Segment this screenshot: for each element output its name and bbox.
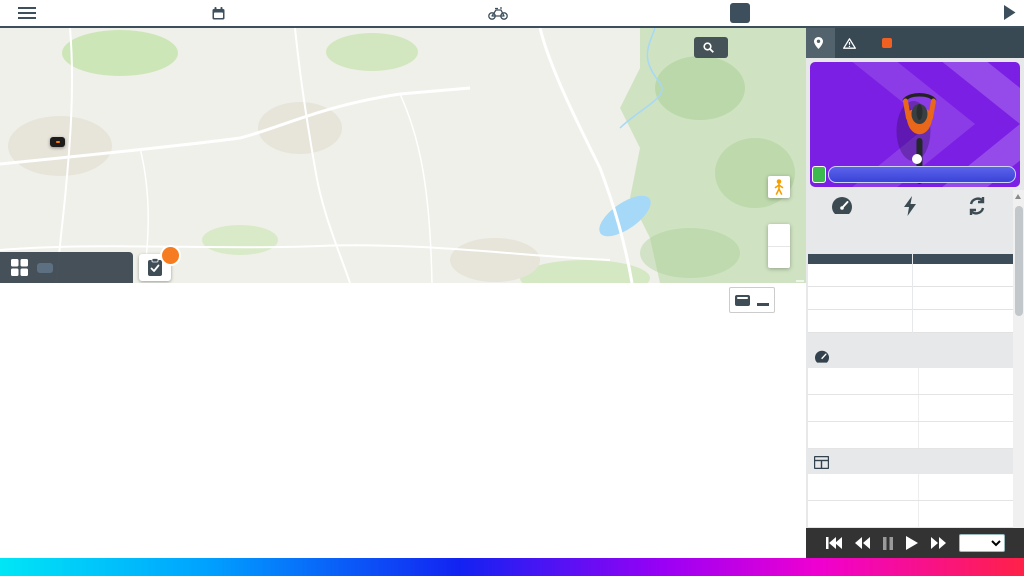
map-overlay-panel: [0, 252, 133, 283]
headwind-readout: [810, 70, 1020, 92]
wbal-overlay-dropdown[interactable]: [37, 262, 53, 273]
cyclist-top-view: [896, 93, 937, 184]
bicycle-icon: [488, 6, 508, 20]
search-icon: [703, 42, 714, 53]
tab-mark-hazard[interactable]: [835, 28, 868, 58]
chart-menu-icon[interactable]: [735, 294, 750, 306]
strava-segments-button[interactable]: [694, 37, 728, 58]
roads: [0, 28, 634, 283]
elapsed-column: [808, 254, 912, 333]
r-hotkey-badge: [812, 166, 826, 183]
calendar-icon: [212, 6, 225, 19]
metric-row: [808, 501, 1017, 528]
metrics-rows: [808, 474, 1017, 528]
map-pin-icon: [814, 37, 823, 49]
speed-gauge: [831, 190, 853, 250]
route-map[interactable]: [0, 28, 806, 283]
layers-grid-icon[interactable]: [10, 258, 29, 277]
pegman-icon[interactable]: [768, 176, 790, 198]
table-row: [808, 287, 912, 310]
ride-chart[interactable]: [0, 283, 806, 513]
cadence-gauge: [967, 190, 987, 250]
hamburger-menu-icon[interactable]: [18, 7, 36, 19]
to-finish-header: [913, 254, 1017, 264]
analysis-chart-area: [0, 283, 806, 576]
metric-row: [808, 422, 1017, 449]
metric-row: [808, 395, 1017, 422]
feels-like-readout: [810, 154, 1020, 166]
warning-triangle-icon: [843, 37, 856, 49]
clipboard-icon: [148, 258, 162, 276]
speedometer-icon: [832, 197, 852, 214]
info-sidebar: [806, 28, 1024, 558]
table-row: [808, 310, 912, 333]
table-row: [913, 287, 1017, 310]
power-gauge: [903, 190, 917, 250]
skip-start-button[interactable]: [825, 537, 842, 549]
table-row: [808, 264, 912, 287]
tab-stop[interactable]: [868, 28, 900, 58]
activity-filter-dropdown[interactable]: [730, 3, 750, 23]
elapsed-header: [808, 254, 912, 264]
ride-date: [212, 0, 230, 26]
activity-mode: [488, 0, 513, 26]
metrics-section-header: [814, 456, 835, 469]
scroll-up-arrow[interactable]: [1015, 194, 1021, 199]
zoom-in-button[interactable]: [768, 224, 790, 247]
wind-info-card: [810, 62, 1020, 187]
fast-forward-button[interactable]: [930, 537, 946, 549]
river: [619, 28, 663, 129]
chart-preview-strip[interactable]: [0, 514, 806, 546]
chart-toolbar[interactable]: [729, 287, 775, 313]
playback-controls: [806, 528, 1024, 558]
reservoir: [599, 195, 651, 237]
checklist-count-badge: [160, 245, 181, 266]
mywindsock-logo: [50, 137, 65, 147]
table-row: [913, 264, 1017, 287]
speed-rows: [808, 368, 1017, 449]
table-row: [913, 310, 1017, 333]
sidebar-scrollbar[interactable]: [1013, 190, 1024, 556]
play-button[interactable]: [905, 536, 918, 550]
zoom-out-button[interactable]: [768, 247, 790, 269]
map-attribution: [796, 280, 804, 282]
rewind-button[interactable]: [854, 537, 870, 549]
info-icon[interactable]: [912, 154, 922, 164]
lightning-icon: [904, 196, 916, 216]
wind-direction-legend: [0, 558, 1024, 576]
to-finish-column: [913, 254, 1017, 333]
speed-section-header: [814, 350, 836, 364]
air-resistance-row: [812, 166, 1016, 183]
live-gauges: [806, 190, 1012, 250]
map-zoom-control: [768, 224, 790, 268]
metric-row: [808, 474, 1017, 501]
playback-speed-select[interactable]: [958, 534, 1005, 552]
chart-minimize-icon[interactable]: [757, 303, 769, 306]
speedometer-icon: [815, 350, 829, 363]
stop-badge: [882, 38, 892, 48]
sidebar-tabs: [806, 28, 1024, 58]
play-ride-icon[interactable]: [1003, 5, 1016, 20]
pause-button[interactable]: [882, 536, 893, 550]
top-bar: [0, 0, 1024, 28]
air-resistance-button[interactable]: [828, 166, 1016, 183]
cadence-cycle-icon: [969, 197, 985, 215]
metric-row: [808, 368, 1017, 395]
tab-point-info[interactable]: [806, 28, 835, 58]
table-icon: [814, 456, 829, 469]
elapsed-tofinish-table: [808, 254, 1017, 333]
scrollbar-thumb[interactable]: [1014, 206, 1023, 316]
checklist-button[interactable]: [139, 254, 171, 281]
